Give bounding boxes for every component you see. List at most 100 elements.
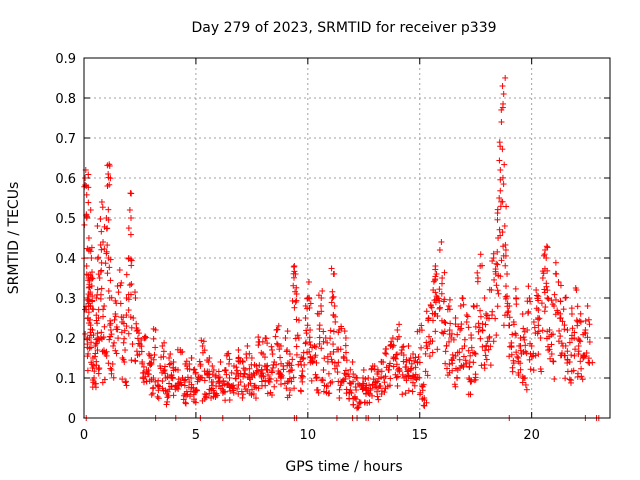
data-point	[429, 317, 436, 324]
data-point	[248, 386, 255, 393]
data-point	[522, 348, 529, 355]
data-point	[122, 347, 129, 354]
data-point	[108, 370, 115, 377]
data-point	[210, 378, 217, 385]
y-tick-label: 0.4	[55, 252, 76, 267]
data-point	[468, 332, 475, 339]
data-point	[578, 373, 585, 380]
data-point	[383, 351, 390, 357]
data-point	[354, 405, 361, 412]
data-point	[85, 309, 92, 316]
x-tick-label: 20	[523, 428, 540, 443]
data-point	[386, 362, 393, 369]
data-point	[562, 375, 569, 382]
data-point	[199, 397, 206, 404]
data-point	[111, 339, 118, 346]
data-point	[106, 322, 113, 329]
data-point	[441, 296, 448, 303]
data-point	[575, 343, 582, 349]
data-point	[229, 384, 236, 391]
data-point	[155, 395, 162, 402]
data-point	[87, 344, 94, 351]
data-point	[142, 333, 149, 340]
data-point	[217, 359, 224, 365]
data-point	[585, 359, 592, 366]
data-point	[107, 327, 114, 333]
data-point	[277, 343, 284, 349]
data-point	[227, 388, 234, 395]
data-point	[273, 377, 280, 384]
data-point	[275, 368, 282, 375]
data-point	[299, 378, 306, 385]
data-point	[448, 356, 455, 363]
data-point	[470, 359, 477, 366]
data-point	[123, 271, 130, 278]
data-point	[505, 308, 512, 315]
data-point	[265, 371, 272, 378]
data-point	[105, 360, 112, 367]
data-point	[493, 332, 500, 339]
data-point	[544, 287, 551, 294]
data-point	[107, 365, 114, 372]
data-point	[307, 327, 314, 333]
data-point	[120, 339, 127, 346]
data-point	[98, 329, 105, 336]
data-point	[535, 351, 542, 358]
data-point	[499, 198, 506, 205]
data-point	[82, 182, 89, 189]
data-point	[568, 368, 575, 375]
data-point	[217, 385, 224, 392]
data-point	[83, 213, 90, 220]
data-point	[161, 339, 168, 346]
data-point	[403, 356, 410, 363]
data-point	[460, 363, 467, 370]
data-point	[167, 351, 174, 358]
data-point	[174, 346, 181, 353]
data-point	[152, 378, 159, 385]
data-point	[574, 373, 581, 380]
data-point	[196, 358, 203, 365]
data-point	[437, 304, 444, 311]
data-point	[298, 388, 305, 395]
data-point	[477, 307, 484, 314]
data-point	[494, 287, 501, 294]
data-point	[203, 394, 210, 401]
data-point	[262, 382, 269, 389]
data-point	[111, 316, 118, 323]
data-point	[535, 297, 542, 304]
data-point	[246, 365, 253, 372]
data-point	[453, 365, 460, 372]
data-point	[90, 379, 97, 386]
data-point	[318, 308, 325, 315]
data-point	[273, 340, 280, 347]
data-point	[206, 386, 213, 393]
data-point	[94, 320, 101, 327]
data-point	[150, 375, 157, 381]
data-point	[325, 370, 332, 377]
data-point	[319, 376, 326, 383]
data-point	[338, 323, 345, 330]
data-point	[465, 347, 472, 354]
data-point	[423, 339, 430, 346]
data-point	[127, 314, 134, 321]
data-point	[284, 394, 291, 401]
data-point	[586, 360, 593, 367]
data-point	[199, 343, 206, 349]
data-point	[127, 231, 134, 238]
data-point	[500, 91, 507, 97]
data-point	[551, 291, 558, 298]
data-point	[302, 302, 309, 309]
data-point	[560, 306, 567, 313]
data-points	[81, 74, 602, 421]
data-point	[490, 250, 497, 257]
data-point	[303, 330, 310, 337]
data-point	[290, 263, 297, 270]
data-point	[192, 370, 199, 377]
data-point	[569, 325, 576, 332]
data-point	[183, 358, 190, 365]
data-point	[228, 369, 235, 376]
data-point	[139, 369, 146, 376]
data-point	[191, 366, 198, 373]
data-point	[337, 382, 344, 389]
data-point	[125, 307, 132, 314]
